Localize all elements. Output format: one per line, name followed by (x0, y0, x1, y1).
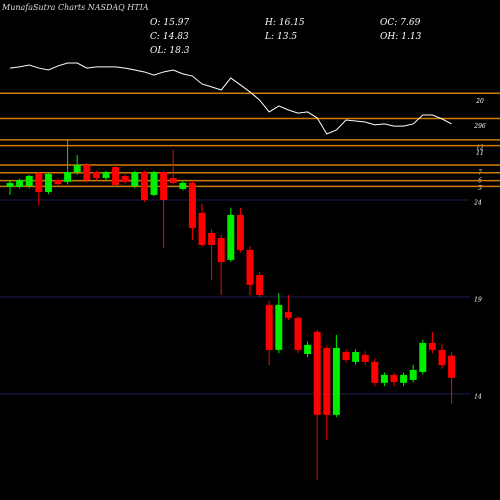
stat-label: C: (150, 32, 160, 42)
candle-body (6, 182, 14, 187)
stat: H: 16.15 (264, 18, 305, 28)
candle-body (35, 173, 43, 193)
stat: C: 14.83 (150, 32, 189, 42)
stat-label: H: (264, 18, 276, 28)
candle-body (140, 172, 148, 200)
stat-value: 7.69 (400, 18, 420, 28)
stat-value: 13.5 (277, 32, 297, 42)
candle-body (361, 354, 369, 362)
y-tick-label: 24 (473, 199, 482, 206)
candle-body (400, 374, 408, 383)
stat-value: 1.13 (401, 32, 421, 42)
chart-title: MunafaSutra Charts NASDAQ HTIA (1, 3, 149, 12)
candle-body (342, 352, 350, 360)
candle-body (73, 165, 81, 173)
candle-body (44, 173, 52, 193)
candle-body (332, 347, 340, 415)
candle-body (102, 172, 110, 179)
candle-body (380, 374, 388, 383)
candle-body (92, 172, 100, 179)
candle-body (265, 304, 273, 350)
candle-body (54, 179, 62, 185)
candle-body (236, 214, 244, 250)
candle-body (313, 331, 321, 415)
level-label: 11 (476, 150, 484, 157)
candle-body (371, 361, 379, 383)
candle-body (256, 275, 264, 295)
stat-label: OL: (150, 46, 166, 56)
candle-body (208, 232, 216, 245)
candle-body (409, 369, 417, 380)
candle-body (227, 214, 235, 260)
candle-body (25, 175, 33, 186)
level-label: 296 (473, 123, 486, 130)
stat-label: O: (150, 18, 160, 28)
candle-body (160, 172, 168, 200)
candle-body (64, 172, 72, 182)
candle-body (448, 355, 456, 378)
candle-body (390, 374, 398, 382)
candle-body (83, 165, 91, 180)
candle-body (275, 304, 283, 350)
candle-body (438, 349, 446, 366)
candle-body (246, 250, 254, 285)
candle-body (169, 178, 177, 183)
candle-body (188, 182, 196, 228)
y-tick-label: 14 (474, 393, 482, 400)
candle-body (150, 172, 158, 195)
candle-body (352, 352, 360, 362)
stat: L: 13.5 (264, 32, 297, 42)
stat: O: 15.97 (150, 18, 189, 28)
stat-value: 16.15 (279, 18, 305, 28)
candle-body (16, 179, 24, 187)
candle-body (419, 342, 427, 372)
stat: OL: 18.3 (150, 46, 190, 56)
stat-label: OC: (380, 18, 397, 28)
candle-body (217, 237, 225, 263)
candle-body (131, 172, 139, 186)
candle-body (198, 212, 206, 245)
y-tick-label: 19 (474, 296, 482, 303)
stat-value: 14.83 (163, 32, 189, 42)
stat: OH: 1.13 (380, 32, 422, 42)
level-label: 12 (476, 144, 484, 151)
stat-value: 15.97 (163, 18, 189, 28)
stat: OC: 7.69 (380, 18, 421, 28)
candle-body (179, 182, 187, 189)
stat-label: OH: (380, 32, 398, 42)
candle-body (323, 347, 331, 415)
candle-body (284, 311, 292, 318)
candle-body (294, 317, 302, 350)
candle-body (112, 166, 120, 186)
candle-body (121, 175, 129, 182)
level-label: 20 (475, 98, 484, 105)
stat-value: 18.3 (169, 46, 189, 56)
indicator-line (9, 62, 452, 135)
candle-body (428, 342, 436, 350)
candle-body (304, 344, 312, 354)
stat-label: L: (264, 32, 274, 42)
level-label: 5 (478, 185, 482, 192)
